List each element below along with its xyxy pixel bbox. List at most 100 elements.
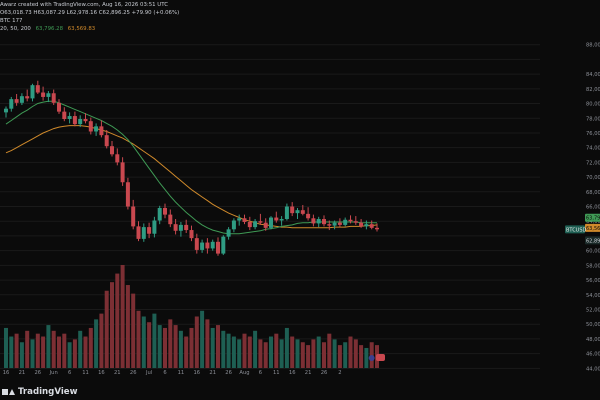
price-tick-label: 52,000	[586, 307, 600, 313]
candle-body	[136, 226, 141, 239]
candle-body	[120, 162, 125, 183]
volume-bar	[322, 342, 326, 368]
candle-body	[83, 118, 88, 122]
ma50-line	[5, 125, 378, 229]
time-tick-label: 21	[209, 370, 216, 376]
price-tick-label: 68,000	[586, 190, 600, 196]
volume-bar	[104, 290, 109, 368]
volume-bar	[242, 333, 247, 368]
tradingview-mark-icon	[2, 388, 15, 396]
volume-bar	[120, 265, 125, 368]
ma50-value: 63,569.83	[67, 26, 96, 32]
volume-bar	[359, 345, 364, 368]
candle-body	[300, 210, 305, 214]
candle-body	[231, 220, 236, 230]
candle-body	[216, 241, 220, 254]
candle-body	[221, 236, 226, 254]
time-tick-label: 21	[114, 370, 121, 376]
volume-bar	[337, 345, 342, 368]
volume-bar	[157, 325, 162, 368]
candle-body	[284, 206, 289, 220]
candle-body	[9, 99, 14, 109]
candle-body	[242, 218, 247, 222]
candle-body	[258, 221, 263, 223]
header-attribution: Awarz created with TradingView.com, Aug …	[0, 2, 168, 8]
candle-body	[311, 218, 316, 224]
volume-bar	[332, 339, 337, 368]
volume-bar	[115, 273, 120, 368]
volume-bar	[78, 330, 83, 368]
ma20-value: 63,796.28	[35, 26, 64, 32]
time-tick-label: Jul	[145, 370, 152, 376]
price-tick-label: 76,000	[586, 131, 600, 137]
volume-bar	[9, 336, 14, 368]
time-tick-label: Aug	[239, 370, 249, 376]
volume-bar	[316, 336, 321, 368]
candle-body	[269, 217, 273, 228]
earnings-icon	[376, 354, 385, 361]
volume-bar	[210, 327, 215, 368]
candle-body	[19, 96, 24, 103]
candle-body	[57, 102, 61, 112]
time-tick-label: 11	[178, 370, 185, 376]
time-tick-label: 16	[98, 370, 105, 376]
price-tick-label: 66,000	[586, 205, 600, 211]
volume-bar	[189, 327, 194, 368]
candle-body	[332, 222, 337, 226]
candle-body	[4, 108, 8, 113]
volume-bar	[306, 345, 311, 368]
header-line-4: 20, 50, 200 63,796.28 63,569.83	[0, 26, 98, 32]
ma-label: 20, 50, 200	[0, 26, 31, 32]
price-tick-label: 74,000	[586, 146, 600, 152]
volume-bar	[300, 342, 305, 368]
volume-bar	[216, 325, 220, 368]
candle-body	[364, 224, 369, 227]
volume-bar	[152, 313, 157, 368]
volume-bar	[30, 339, 35, 368]
volume-bar	[35, 333, 40, 368]
time-tick-label: 11	[273, 370, 280, 376]
volume-bar	[284, 327, 289, 368]
volume-bar	[94, 319, 99, 368]
volume-bar	[131, 293, 136, 368]
volume-bar	[72, 339, 77, 368]
volume-bar	[231, 336, 236, 368]
volume-bar	[205, 319, 210, 368]
candle-body	[30, 85, 35, 99]
volume-bar	[290, 336, 295, 368]
ma50-tag-label: 63,569	[586, 226, 600, 232]
price-tick-label: 44,000	[586, 366, 600, 372]
volume-bar	[173, 325, 178, 368]
volume-bar	[125, 285, 130, 368]
candle-body	[237, 218, 242, 221]
volume-bar	[4, 327, 8, 368]
candle-body	[115, 154, 120, 163]
volume-bar	[141, 316, 146, 368]
ohlc-readout: O63,018.73 H63,087.29 L62,978.16 C62,896…	[0, 10, 180, 16]
volume-bar	[226, 333, 231, 368]
price-tick-label: 80,000	[586, 102, 600, 108]
candle-body	[147, 227, 152, 234]
candle-body	[290, 206, 295, 214]
volume-bar	[295, 339, 300, 368]
time-tick-label: 26	[130, 370, 137, 376]
volume-bar	[51, 330, 56, 368]
volume-bar	[184, 336, 189, 368]
volume-bar	[110, 282, 114, 368]
candle-body	[295, 210, 300, 214]
volume-bar	[41, 336, 46, 368]
volume-bar	[327, 333, 332, 368]
tradingview-logo-text: TradingView	[18, 387, 78, 397]
volume-bar	[46, 325, 51, 368]
volume-bar	[163, 327, 167, 368]
candle-body	[343, 219, 348, 225]
price-tick-label: 78,000	[586, 116, 600, 122]
candle-body	[375, 227, 379, 230]
candle-body	[253, 221, 258, 228]
volume-bar	[88, 327, 93, 368]
price-tick-label: 50,000	[586, 322, 600, 328]
volume-bar	[364, 347, 369, 368]
candle-body	[35, 85, 40, 93]
volume-bar	[263, 342, 268, 368]
